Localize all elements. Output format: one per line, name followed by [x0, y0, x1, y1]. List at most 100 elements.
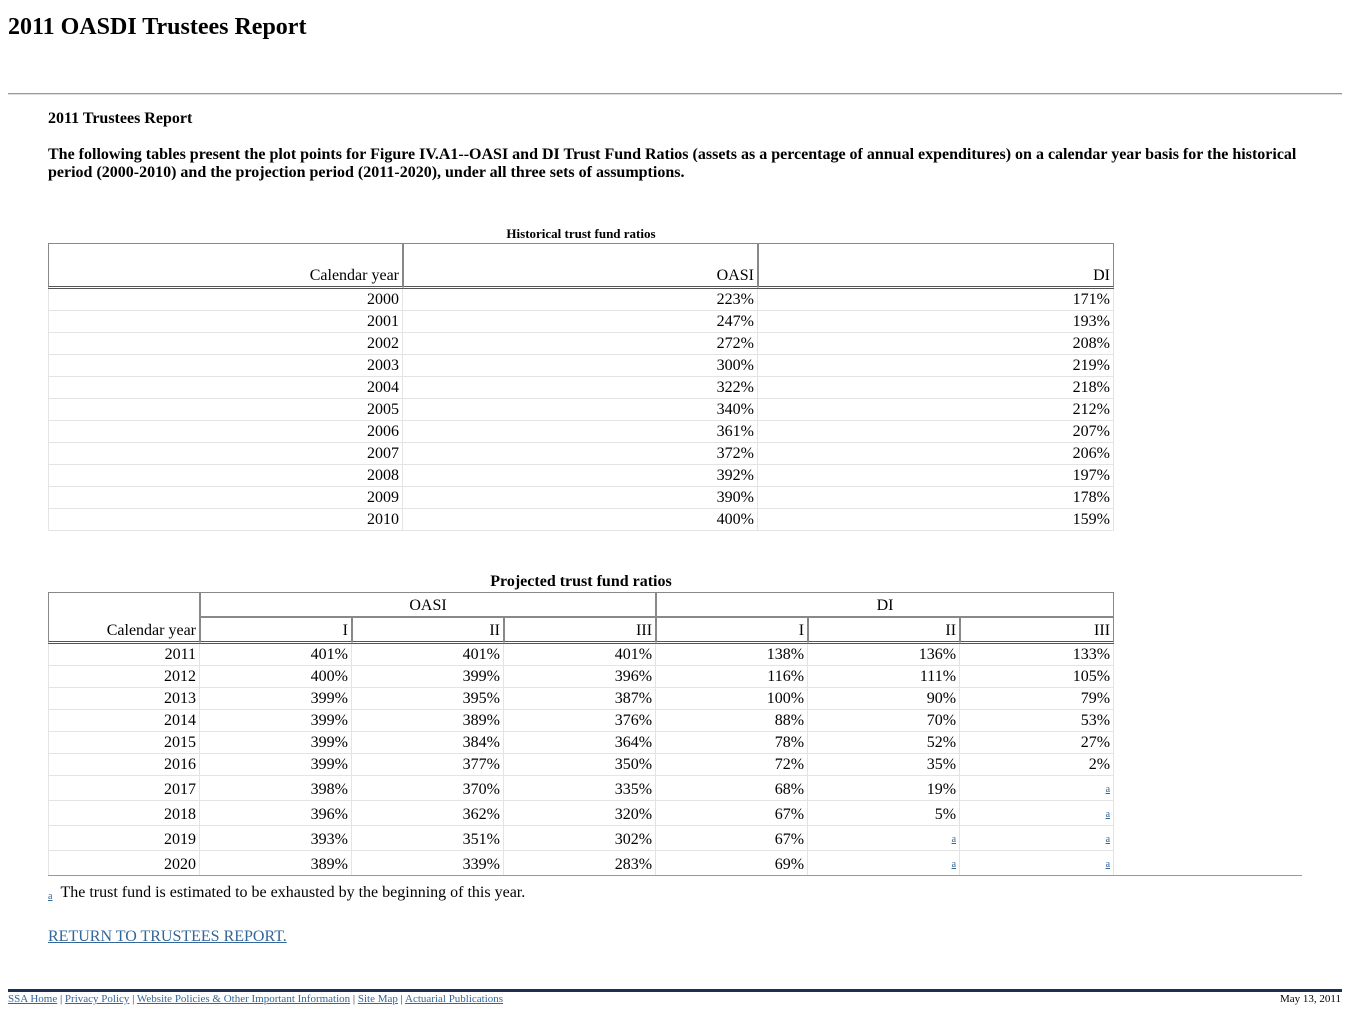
column-header-oasi: OASI	[403, 243, 758, 289]
footer-link-website-policies[interactable]: Website Policies & Other Important Infor…	[136, 993, 351, 1005]
footer-date: May 13, 2011	[1279, 993, 1341, 1005]
ratio-cell: 72%	[656, 754, 809, 776]
year-cell: 2015	[48, 732, 200, 754]
table-cell: a	[960, 851, 1115, 876]
ratio-cell: 339%	[352, 851, 504, 876]
group-header-oasi: OASI	[200, 592, 657, 617]
table-row: 2004 322% 218%	[48, 377, 1114, 399]
table-row: 2011 401% 401% 401% 138% 136% 133%	[48, 644, 1115, 666]
return-to-report-link[interactable]: RETURN TO TRUSTEES REPORT.	[48, 928, 287, 945]
ratio-cell: 67%	[656, 826, 809, 851]
ratio-cell: 398%	[200, 776, 352, 801]
ratio-cell: 2%	[960, 754, 1115, 776]
ratio-cell: 350%	[504, 754, 657, 776]
page-title: 2011 OASDI Trustees Report	[8, 14, 307, 40]
ratio-cell: 19%	[808, 776, 961, 801]
year-cell: 2002	[48, 333, 403, 355]
projected-table-caption: Projected trust fund ratios	[490, 573, 672, 590]
ratio-cell: 361%	[403, 421, 758, 443]
footer-separator: |	[59, 993, 63, 1005]
footer-nav: SSA Home | Privacy Policy | Website Poli…	[8, 993, 503, 1005]
ratio-cell: 399%	[352, 666, 504, 688]
year-cell: 2018	[48, 801, 200, 826]
ratio-cell: 79%	[960, 688, 1115, 710]
ratio-cell: 5%	[808, 801, 961, 826]
footnote-marker-link[interactable]: a	[1105, 859, 1111, 870]
footnote-marker-link[interactable]: a	[951, 859, 957, 870]
projected-table: Calendar year OASI DI I II III I II III …	[48, 592, 1115, 876]
column-header-di: DI	[758, 243, 1114, 289]
footnote-marker-link[interactable]: a	[1105, 784, 1111, 795]
table-row: 2020 389% 339% 283% 69% a a	[48, 851, 1115, 876]
ratio-cell: 401%	[352, 644, 504, 666]
table-row: 2009 390% 178%	[48, 487, 1114, 509]
ratio-cell: 206%	[758, 443, 1114, 465]
table-row: 2019 393% 351% 302% 67% a a	[48, 826, 1115, 851]
ratio-cell: 399%	[200, 688, 352, 710]
ratio-cell: 401%	[200, 644, 352, 666]
subheader-di-i: I	[656, 616, 809, 644]
ratio-cell: 223%	[403, 289, 758, 311]
footnote-marker-link[interactable]: a	[48, 891, 53, 902]
column-header-calendar-year: Calendar year	[48, 592, 200, 644]
footer-link-privacy-policy[interactable]: Privacy Policy	[64, 993, 130, 1005]
ratio-cell: 272%	[403, 333, 758, 355]
year-cell: 2014	[48, 710, 200, 732]
ratio-cell: 27%	[960, 732, 1115, 754]
year-cell: 2008	[48, 465, 403, 487]
group-header-di: DI	[656, 592, 1115, 617]
ratio-cell: 178%	[758, 487, 1114, 509]
table-row: 2015 399% 384% 364% 78% 52% 27%	[48, 732, 1115, 754]
ratio-cell: 207%	[758, 421, 1114, 443]
year-cell: 2009	[48, 487, 403, 509]
table-row: 2013 399% 395% 387% 100% 90% 79%	[48, 688, 1115, 710]
ratio-cell: 105%	[960, 666, 1115, 688]
table-row: 2010 400% 159%	[48, 509, 1114, 531]
ratio-cell: 53%	[960, 710, 1115, 732]
table-cell: a	[960, 776, 1115, 801]
table-row: 2007 372% 206%	[48, 443, 1114, 465]
footer-separator: |	[352, 993, 356, 1005]
ratio-cell: 116%	[656, 666, 809, 688]
ratio-cell: 138%	[656, 644, 809, 666]
footnote-marker-link[interactable]: a	[1105, 809, 1111, 820]
footnote-text: The trust fund is estimated to be exhaus…	[60, 884, 526, 901]
ratio-cell: 370%	[352, 776, 504, 801]
ratio-cell: 35%	[808, 754, 961, 776]
ratio-cell: 302%	[504, 826, 657, 851]
footer-link-site-map[interactable]: Site Map	[357, 993, 398, 1005]
footnote-marker-link[interactable]: a	[1105, 834, 1111, 845]
footnote-marker-link[interactable]: a	[951, 834, 957, 845]
ratio-cell: 340%	[403, 399, 758, 421]
ratio-cell: 362%	[352, 801, 504, 826]
section-title: 2011 Trustees Report	[48, 110, 193, 127]
column-header-calendar-year: Calendar year	[48, 243, 403, 289]
table-cell: a	[808, 851, 961, 876]
table-row: 2001 247% 193%	[48, 311, 1114, 333]
ratio-cell: 364%	[504, 732, 657, 754]
year-cell: 2003	[48, 355, 403, 377]
ratio-cell: 392%	[403, 465, 758, 487]
historical-table: Calendar year OASI DI 2000 223% 171% 2001 24…	[48, 243, 1114, 531]
table-row: 2003 300% 219%	[48, 355, 1114, 377]
ratio-cell: 283%	[504, 851, 657, 876]
ratio-cell: 197%	[758, 465, 1114, 487]
subheader-oasi-i: I	[200, 616, 352, 644]
year-cell: 2006	[48, 421, 403, 443]
ratio-cell: 52%	[808, 732, 961, 754]
footer-link-ssa-home[interactable]: SSA Home	[8, 993, 58, 1005]
year-cell: 2004	[48, 377, 403, 399]
ratio-cell: 395%	[352, 688, 504, 710]
ratio-cell: 159%	[758, 509, 1114, 531]
ratio-cell: 393%	[200, 826, 352, 851]
ratio-cell: 218%	[758, 377, 1114, 399]
ratio-cell: 384%	[352, 732, 504, 754]
ratio-cell: 390%	[403, 487, 758, 509]
tables-bottom-divider	[48, 875, 1302, 876]
ratio-cell: 78%	[656, 732, 809, 754]
table-row: 2002 272% 208%	[48, 333, 1114, 355]
table-row: 2005 340% 212%	[48, 399, 1114, 421]
ratio-cell: 399%	[200, 710, 352, 732]
ratio-cell: 376%	[504, 710, 657, 732]
footer-link-actuarial-publications[interactable]: Actuarial Publications	[405, 993, 504, 1005]
